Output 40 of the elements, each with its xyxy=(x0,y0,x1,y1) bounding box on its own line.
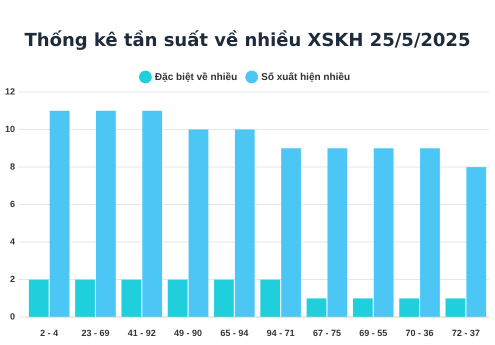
x-tick-label: 70 - 36 xyxy=(406,328,434,338)
bar xyxy=(75,280,95,317)
legend-label: Đặc biệt về nhiều xyxy=(154,72,238,83)
bar xyxy=(374,148,394,317)
chart-title: Thống kê tần suất về nhiều XSKH 25/5/2025 xyxy=(23,30,472,51)
x-tick-label: 41 - 92 xyxy=(128,328,156,338)
bar xyxy=(121,280,142,317)
bar xyxy=(306,298,326,317)
legend-label: Số xuất hiện nhiều xyxy=(261,72,350,83)
bar xyxy=(352,298,373,317)
x-tick-label: 65 - 94 xyxy=(220,328,248,338)
y-tick-label: 8 xyxy=(10,162,16,172)
bar xyxy=(168,280,188,317)
bar xyxy=(260,280,280,317)
bar xyxy=(281,148,301,317)
y-tick-label: 2 xyxy=(10,274,16,284)
bar xyxy=(142,110,162,317)
bar xyxy=(466,167,486,317)
bar xyxy=(446,298,466,317)
y-tick-label: 4 xyxy=(10,236,16,247)
bar xyxy=(96,110,116,317)
x-tick-label: 67 - 75 xyxy=(312,328,341,338)
y-tick-label: 6 xyxy=(10,199,16,210)
y-tick-label: 10 xyxy=(4,124,16,134)
x-tick-label: 94 - 71 xyxy=(266,328,295,338)
bar xyxy=(50,110,70,317)
bar xyxy=(28,280,49,317)
bar xyxy=(399,298,420,317)
y-tick-label: 12 xyxy=(4,86,16,96)
x-tick-label: 23 - 69 xyxy=(81,328,110,338)
x-tick-label: 2 - 4 xyxy=(40,328,58,338)
bar xyxy=(214,280,234,317)
x-tick-label: 49 - 90 xyxy=(174,328,202,338)
x-tick-label: 72 - 37 xyxy=(452,328,480,338)
bar xyxy=(234,130,255,317)
bar xyxy=(420,148,440,317)
bar xyxy=(188,130,208,317)
y-tick-label: 0 xyxy=(10,312,16,322)
bar xyxy=(327,148,348,317)
x-tick-label: 69 - 55 xyxy=(359,328,388,338)
